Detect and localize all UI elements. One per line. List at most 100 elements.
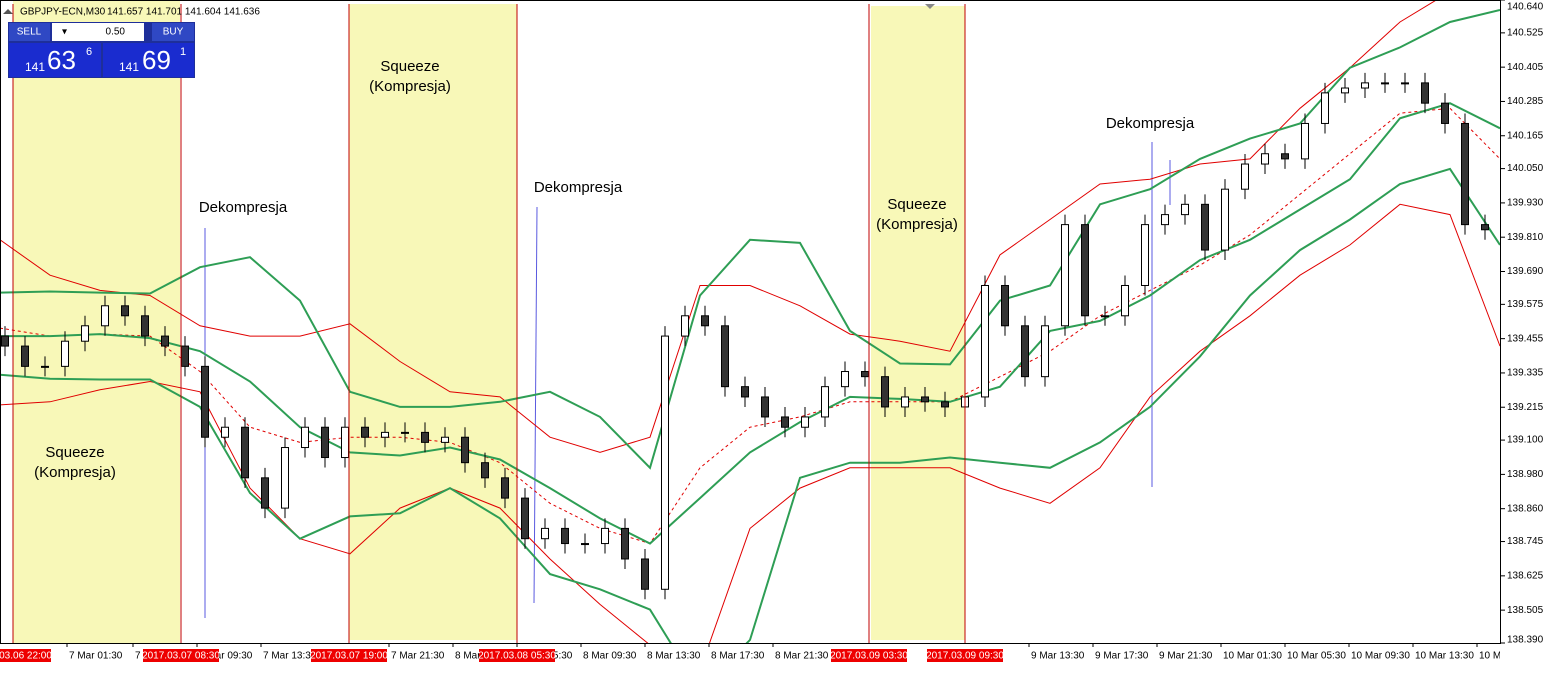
annotation: (Kompresja): [876, 216, 958, 233]
y-tick-label: 138.505: [1507, 605, 1544, 616]
annotation: Dekompresja: [1106, 115, 1195, 132]
candle-body: [1141, 224, 1149, 286]
x-tick-label: 7 Mar 09:30: [199, 651, 253, 662]
ask-box[interactable]: [103, 43, 194, 77]
candle-body: [1081, 224, 1089, 317]
x-tick-label: 10 Mar 17:30: [1479, 651, 1538, 662]
candle-body: [1301, 122, 1309, 160]
candle-body: [381, 431, 389, 438]
squeeze-zone: [349, 4, 517, 640]
candle-body: [981, 284, 989, 398]
band-line: [0, 102, 1500, 545]
y-tick-label: 140.525: [1507, 28, 1544, 39]
time-marker-bg: [479, 649, 555, 662]
time-marker-label: 2017.03.09 09:30: [926, 651, 1004, 662]
candle-body: [281, 447, 289, 509]
plot-border: [0, 0, 1501, 644]
candle-body: [1441, 102, 1449, 124]
candle-body: [561, 527, 569, 545]
candle-body: [1261, 153, 1269, 165]
annotation: Squeeze: [380, 58, 439, 75]
squeeze-zone: [13, 0, 180, 643]
candle-body: [741, 386, 749, 398]
candle-body: [641, 558, 649, 590]
candle-body: [821, 386, 829, 418]
time-marker-label: 2017.03.08 05:30: [478, 651, 556, 662]
bid-big: 141: [25, 60, 45, 74]
x-tick-label: 9 Mar 21:30: [1159, 651, 1213, 662]
time-marker-label: 2017.03.07 19:00: [310, 651, 388, 662]
y-tick-label: 140.405: [1507, 62, 1544, 73]
lot-value: 0.50: [106, 27, 126, 38]
y-tick-label: 139.575: [1507, 299, 1544, 310]
candle-body: [1341, 87, 1349, 94]
x-tick-label: 8 Mar 21:30: [775, 651, 829, 662]
candle-body: [901, 396, 909, 408]
candle-body: [1221, 188, 1229, 251]
candle-body: [1381, 82, 1389, 85]
candle-body: [141, 315, 149, 337]
candle-body: [1421, 82, 1429, 104]
candle-body: [521, 497, 529, 540]
candle-body: [681, 315, 689, 337]
candle-body: [301, 426, 309, 449]
candle-body: [661, 335, 669, 590]
y-tick-label: 139.810: [1507, 232, 1544, 243]
x-tick-label: 9 Mar 13:30: [1031, 651, 1085, 662]
candle-body: [461, 436, 469, 464]
trade-panel: SELL ▾ 0.50 BUY 141 63 6 141 69 1: [8, 22, 195, 78]
buy-button[interactable]: [152, 23, 194, 41]
time-marker-bg: [311, 649, 387, 662]
squeeze-zone: [871, 6, 965, 640]
candle-body: [861, 371, 869, 378]
candle-body: [1401, 82, 1409, 85]
ask-frac: 1: [180, 46, 186, 58]
y-tick-label: 139.930: [1507, 198, 1544, 209]
y-tick-label: 140.640: [1507, 2, 1544, 13]
candle-body: [541, 527, 549, 540]
candle-body: [1, 335, 9, 347]
bid-pips: 63: [47, 45, 76, 75]
sell-button[interactable]: [9, 23, 50, 41]
icon: [3, 9, 13, 14]
scroll-marker: [925, 4, 935, 9]
time-marker-bg: [0, 649, 51, 662]
candle-body: [121, 305, 129, 317]
bid-box[interactable]: [9, 43, 101, 77]
y-tick-label: 139.100: [1507, 435, 1544, 446]
band-line: [0, 107, 1500, 545]
annotation: (Kompresja): [369, 78, 451, 95]
zones: [13, 0, 1171, 643]
candle-body: [841, 371, 849, 388]
y-tick-label: 140.285: [1507, 96, 1544, 107]
y-tick-label: 139.215: [1507, 402, 1544, 413]
candle-body: [1481, 224, 1489, 231]
band-line: [0, 0, 1438, 453]
annotation: Dekompresja: [199, 199, 288, 216]
y-tick-label: 138.745: [1507, 536, 1544, 547]
ask-pips: 69: [142, 45, 171, 75]
y-tick-label: 140.165: [1507, 130, 1544, 141]
candle-body: [721, 325, 729, 388]
candle-body: [261, 477, 269, 509]
x-tick-label: 7 Mar 21:30: [391, 651, 445, 662]
candle-body: [61, 340, 69, 367]
lot-input[interactable]: [52, 23, 144, 41]
y-tick-label: 140.050: [1507, 163, 1544, 174]
y-tick-label: 138.625: [1507, 570, 1544, 581]
annotation: Squeeze: [887, 196, 946, 213]
x-tick-label: 8 Mar 09:30: [583, 651, 637, 662]
y-tick-label: 139.690: [1507, 266, 1544, 277]
time-marker-label: 2017.03.06 22:00: [0, 651, 52, 662]
marker-line: [533, 206, 538, 604]
x-tick-label: 8 Mar 17:30: [711, 651, 765, 662]
candle-body: [1241, 163, 1249, 190]
band-line: [0, 9, 1500, 470]
candle-body: [881, 376, 889, 408]
buy-label: BUY: [163, 27, 184, 38]
candle-body: [421, 431, 429, 443]
header: GBPJPY-ECN,M30 141.657 141.701 141.604 1…: [3, 4, 935, 18]
candle-body: [1001, 284, 1009, 327]
